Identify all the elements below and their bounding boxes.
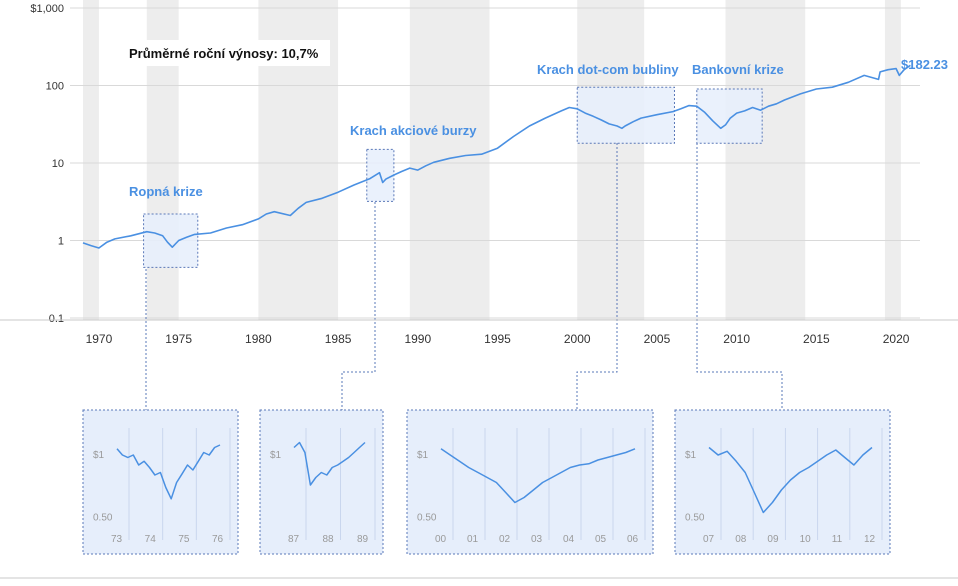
inset-series-line [440, 448, 636, 504]
inset-series-line [708, 446, 873, 514]
crisis-inset: $1 0.50 00 01 02 03 04 05 06 [406, 409, 654, 555]
recession-bands [83, 0, 901, 320]
crisis-inset: $1 0.50 73 74 75 76 [82, 409, 239, 555]
x-tick-label: 1980 [245, 332, 272, 346]
x-tick-label: 2020 [883, 332, 910, 346]
x-tick-label: 2005 [644, 332, 671, 346]
connector-line [696, 143, 783, 410]
crisis-label: Bankovní krize [692, 62, 784, 77]
inset-x-label: 02 [499, 534, 511, 545]
inset-y-label: $1 [685, 450, 697, 461]
crisis-inset: $1 87 88 89 [259, 409, 384, 555]
crisis-box [143, 213, 199, 268]
y-tick-label: 0.1 [49, 313, 64, 325]
inset-connectors [145, 143, 783, 410]
inset-x-label: 05 [595, 534, 607, 545]
y-axis-tick-labels: $1,000 100 10 1 0.1 [30, 3, 64, 325]
recession-band [725, 0, 806, 320]
inset-x-label: 07 [703, 534, 715, 545]
inset-y-label: 0.50 [685, 513, 705, 524]
annotation-box [116, 40, 330, 66]
recession-band [409, 0, 490, 320]
inset-box [674, 409, 891, 555]
inset-x-label: 76 [212, 534, 224, 545]
inset-box [259, 409, 384, 555]
inset-y-label: 0.50 [417, 513, 437, 524]
inset-series-line [116, 444, 221, 500]
x-axis-tick-labels: 1970 1975 1980 1985 1990 1995 2000 2005 2010 2015… [86, 332, 910, 346]
inset-x-label: 09 [767, 534, 779, 545]
inset-x-label: 87 [288, 534, 300, 545]
connector-line [576, 143, 618, 410]
inset-y-label: $1 [417, 450, 429, 461]
y-tick-label: 1 [58, 236, 64, 248]
inset-x-label: 11 [832, 534, 843, 545]
crisis-box [696, 88, 763, 144]
end-value-label: $182.23 [901, 57, 948, 72]
crisis-label: Ropná krize [129, 184, 203, 199]
x-tick-label: 2015 [803, 332, 830, 346]
inset-x-label: 08 [735, 534, 747, 545]
x-tick-label: 1975 [165, 332, 192, 346]
main-series-line [82, 64, 911, 249]
x-tick-label: 1985 [325, 332, 352, 346]
inset-x-label: 89 [357, 534, 369, 545]
crisis-label: Krach dot-com bubliny [537, 62, 679, 77]
inset-x-label: 12 [864, 534, 876, 545]
y-tick-label: 10 [52, 158, 64, 170]
inset-y-label: 0.50 [93, 513, 113, 524]
y-tick-label: $1,000 [30, 3, 64, 15]
connector-line [341, 202, 376, 410]
crisis-insets: $1 0.50 73 74 75 76 $1 87 88 89 $1 0.50 00 01 02 03 04 05… [82, 409, 891, 555]
crisis-label: Krach akciové burzy [350, 123, 477, 138]
inset-box [82, 409, 239, 555]
crisis-inset: $1 0.50 07 08 09 10 11 12 [674, 409, 891, 555]
inset-x-label: 73 [111, 534, 123, 545]
x-tick-label: 1970 [86, 332, 113, 346]
y-tick-label: 100 [46, 81, 64, 93]
inset-x-label: 88 [323, 534, 335, 545]
inset-box [406, 409, 654, 555]
inset-x-label: 10 [800, 534, 812, 545]
recession-band [83, 0, 99, 320]
inset-x-label: 01 [467, 534, 479, 545]
inset-x-label: 75 [178, 534, 190, 545]
x-tick-label: 1990 [404, 332, 431, 346]
inset-x-label: 03 [531, 534, 543, 545]
x-tick-label: 2000 [564, 332, 591, 346]
x-tick-label: 2010 [723, 332, 750, 346]
recession-band [577, 0, 645, 320]
inset-y-label: $1 [270, 450, 282, 461]
inset-series-line [293, 441, 366, 486]
inset-x-label: 04 [563, 534, 575, 545]
inset-y-label: $1 [93, 450, 105, 461]
average-return-annotation: Průměrné roční výnosy: 10,7% [129, 46, 319, 61]
recession-band [884, 0, 901, 320]
horizontal-gridlines [70, 7, 920, 319]
inset-x-label: 00 [435, 534, 447, 545]
inset-x-label: 06 [627, 534, 639, 545]
x-tick-label: 1995 [484, 332, 511, 346]
main-series [82, 64, 911, 249]
inset-x-label: 74 [145, 534, 157, 545]
